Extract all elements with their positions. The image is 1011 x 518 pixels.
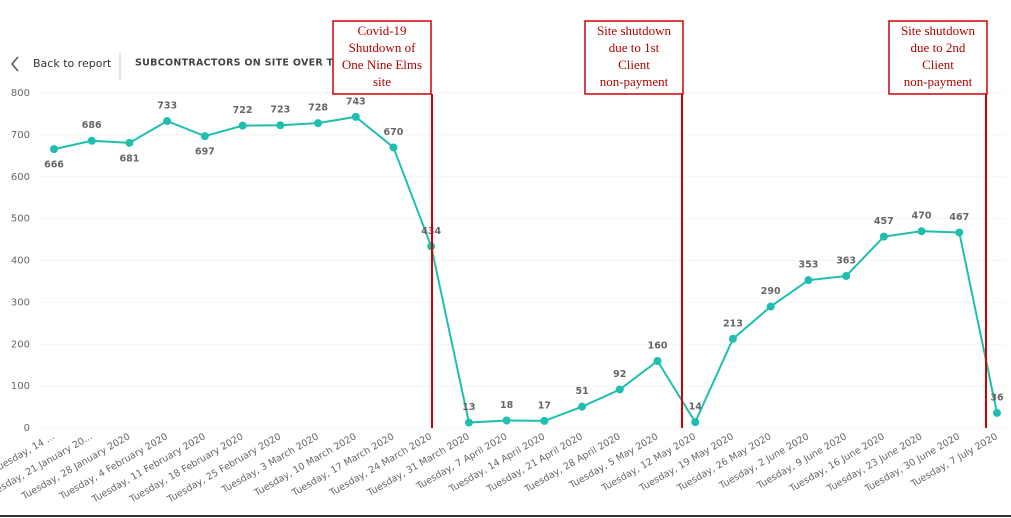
data-label: 51 (575, 386, 588, 397)
data-label: 290 (761, 286, 781, 297)
data-point (879, 232, 888, 241)
data-point (691, 418, 700, 427)
data-point (804, 276, 813, 285)
data-point (766, 302, 775, 311)
data-label: 36 (990, 392, 1004, 403)
data-point (578, 402, 587, 411)
data-label: 457 (874, 216, 894, 227)
data-point (200, 132, 209, 141)
data-label: 17 (538, 400, 551, 411)
annotation-box (332, 20, 432, 95)
data-point (728, 334, 737, 343)
data-label: 723 (270, 105, 290, 116)
data-label: 92 (613, 369, 626, 380)
annotation-text: non-payment (904, 74, 973, 89)
data-label: 353 (798, 260, 818, 271)
data-label: 160 (648, 341, 668, 352)
data-point (50, 145, 58, 154)
data-point (502, 416, 511, 425)
y-tick-label: 0 (24, 423, 30, 434)
back-icon[interactable] (11, 56, 19, 72)
annotation-box (888, 20, 988, 95)
y-tick-label: 300 (11, 297, 30, 308)
data-point (314, 119, 323, 128)
annotation-text: due to 2nd (911, 40, 966, 55)
data-point (615, 385, 624, 394)
y-tick-label: 500 (11, 214, 30, 225)
data-label: 363 (836, 255, 856, 266)
data-label: 470 (912, 211, 932, 222)
data-label: 722 (233, 105, 253, 116)
series-line (53, 115, 998, 425)
data-point (389, 143, 398, 152)
data-label: 697 (195, 147, 215, 158)
annotation-text: Site shutdown (901, 23, 976, 38)
data-label: 666 (44, 160, 64, 171)
data-point (351, 112, 360, 121)
annotation-text: due to 1st (609, 40, 660, 55)
data-point (87, 136, 96, 145)
annotation-text: Covid-19 (357, 23, 406, 38)
y-tick-label: 100 (11, 381, 30, 392)
data-point (276, 121, 285, 130)
data-point (464, 418, 473, 427)
data-point (955, 228, 964, 237)
y-tick-label: 700 (11, 130, 30, 141)
visual-title: SUBCONTRACTORS ON SITE OVER TIME (135, 58, 354, 69)
data-point (125, 138, 134, 147)
annotation-text: non-payment (600, 74, 669, 89)
data-point (842, 271, 851, 280)
data-label: 213 (723, 318, 743, 329)
annotation-text: One Nine Elms (342, 57, 422, 72)
data-point (917, 227, 926, 236)
data-label: 18 (500, 400, 514, 411)
data-label: 14 (689, 402, 703, 413)
data-label: 728 (308, 103, 328, 114)
data-label: 686 (82, 120, 102, 131)
annotation-text: Client (618, 57, 650, 72)
annotation-text: Client (922, 57, 954, 72)
annotation-text: Site shutdown (597, 23, 672, 38)
data-label: 13 (462, 402, 475, 413)
annotation-box (584, 20, 684, 95)
data-point (653, 357, 662, 365)
data-label: 681 (120, 153, 140, 164)
data-label: 467 (949, 212, 969, 223)
data-point (238, 121, 247, 130)
annotation-text: site (373, 74, 391, 89)
y-tick-label: 800 (11, 88, 30, 99)
y-tick-label: 400 (11, 256, 30, 267)
data-label: 733 (157, 101, 177, 112)
data-point (540, 416, 549, 425)
data-point (163, 117, 172, 126)
back-link[interactable]: Back to report (33, 57, 112, 70)
data-label: 743 (346, 96, 366, 107)
data-point (993, 408, 1001, 417)
annotation-text: Shutdown of (349, 40, 416, 55)
y-tick-label: 600 (11, 172, 30, 183)
data-label: 670 (384, 127, 404, 138)
y-tick-label: 200 (11, 339, 30, 350)
